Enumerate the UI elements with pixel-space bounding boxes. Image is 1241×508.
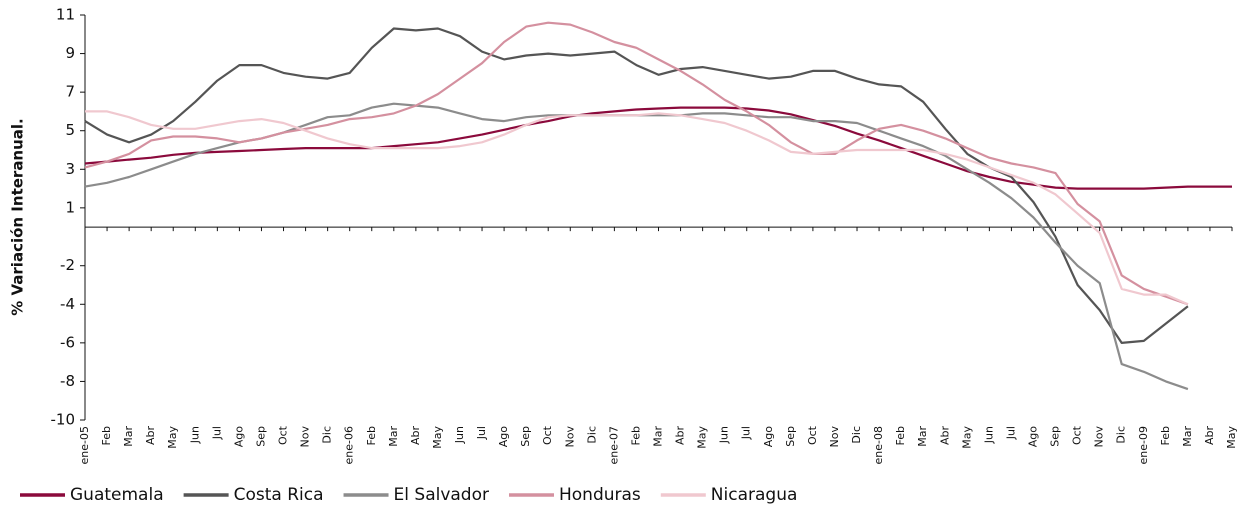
x-tick-label: Nov — [1093, 426, 1106, 448]
x-tick-label: Dic — [321, 426, 334, 444]
x-tick-label: May — [431, 426, 444, 449]
x-tick-label: Abr — [144, 426, 157, 446]
x-tick-label: ene-05 — [78, 426, 91, 464]
y-tick-label: 7 — [65, 83, 75, 101]
x-tick-label: Jul — [210, 426, 223, 440]
x-tick-label: Ago — [762, 426, 775, 448]
x-tick-label: ene-06 — [343, 426, 356, 464]
x-tick-label: May — [696, 426, 709, 449]
legend-label: Nicaragua — [711, 485, 798, 505]
y-tick-label: 11 — [56, 6, 75, 24]
x-tick-label: May — [166, 426, 179, 449]
x-tick-label: Abr — [674, 426, 687, 446]
y-tick-label: 1 — [65, 198, 75, 216]
x-tick-label: Oct — [541, 425, 554, 445]
y-tick-label: -6 — [60, 333, 75, 351]
x-tick-label: May — [1225, 426, 1238, 449]
y-tick-label: -2 — [60, 256, 75, 274]
x-tick-label: ene-08 — [872, 426, 885, 464]
legend-label: Honduras — [559, 485, 641, 505]
x-tick-label: Jun — [188, 426, 201, 444]
x-tick-label: Ago — [1026, 426, 1039, 448]
x-tick-label: Feb — [100, 426, 113, 445]
x-tick-label: Jul — [1004, 426, 1017, 440]
x-tick-label: Abr — [938, 426, 951, 446]
legend-label: Costa Rica — [234, 485, 324, 505]
x-tick-label: Mar — [1181, 426, 1194, 447]
x-tick-label: Ago — [232, 426, 245, 448]
x-tick-label: Nov — [563, 426, 576, 448]
x-tick-label: Sep — [784, 426, 797, 447]
x-tick-label: Mar — [122, 426, 135, 447]
x-tick-label: May — [960, 426, 973, 449]
x-tick-label: Oct — [806, 425, 819, 445]
y-tick-label: -10 — [51, 411, 76, 429]
x-tick-label: Abr — [409, 426, 422, 446]
legend-label: Guatemala — [70, 485, 164, 505]
y-tick-label: -8 — [60, 372, 75, 390]
y-tick-label: 3 — [65, 160, 75, 178]
x-tick-label: Nov — [828, 426, 841, 448]
x-tick-label: Nov — [299, 426, 312, 448]
x-tick-label: Feb — [365, 426, 378, 445]
x-tick-label: ene-09 — [1137, 426, 1150, 464]
x-tick-label: Oct — [277, 425, 290, 445]
y-axis-title: % Variación Interanual. — [9, 118, 27, 316]
x-tick-label: Jul — [475, 426, 488, 440]
x-tick-label: ene-07 — [607, 426, 620, 464]
legend-label: El Salvador — [394, 485, 489, 505]
x-tick-label: Mar — [652, 426, 665, 447]
x-tick-label: Ago — [497, 426, 510, 448]
x-tick-label: Feb — [894, 426, 907, 445]
y-tick-label: -4 — [60, 295, 75, 313]
x-tick-label: Jun — [982, 426, 995, 444]
y-tick-label: 9 — [65, 44, 75, 62]
series-line — [84, 102, 1189, 391]
x-tick-label: Sep — [254, 426, 267, 447]
y-tick-label: 5 — [65, 121, 75, 139]
x-tick-label: Feb — [629, 426, 642, 445]
x-tick-label: Mar — [916, 426, 929, 447]
x-tick-label: Sep — [519, 426, 532, 447]
x-tick-label: Jun — [718, 426, 731, 444]
x-tick-label: Dic — [1115, 426, 1128, 444]
x-tick-label: Oct — [1071, 425, 1084, 445]
series-line — [84, 21, 1189, 306]
x-tick-label: Abr — [1203, 426, 1216, 446]
series-line — [84, 27, 1189, 344]
x-tick-label: Jul — [740, 426, 753, 440]
x-tick-label: Dic — [850, 426, 863, 444]
x-tick-label: Sep — [1049, 426, 1062, 447]
x-tick-label: Feb — [1159, 426, 1172, 445]
x-tick-label: Jun — [453, 426, 466, 444]
series-line — [85, 110, 1189, 306]
x-tick-label: Mar — [387, 426, 400, 447]
x-tick-label: Dic — [585, 426, 598, 444]
